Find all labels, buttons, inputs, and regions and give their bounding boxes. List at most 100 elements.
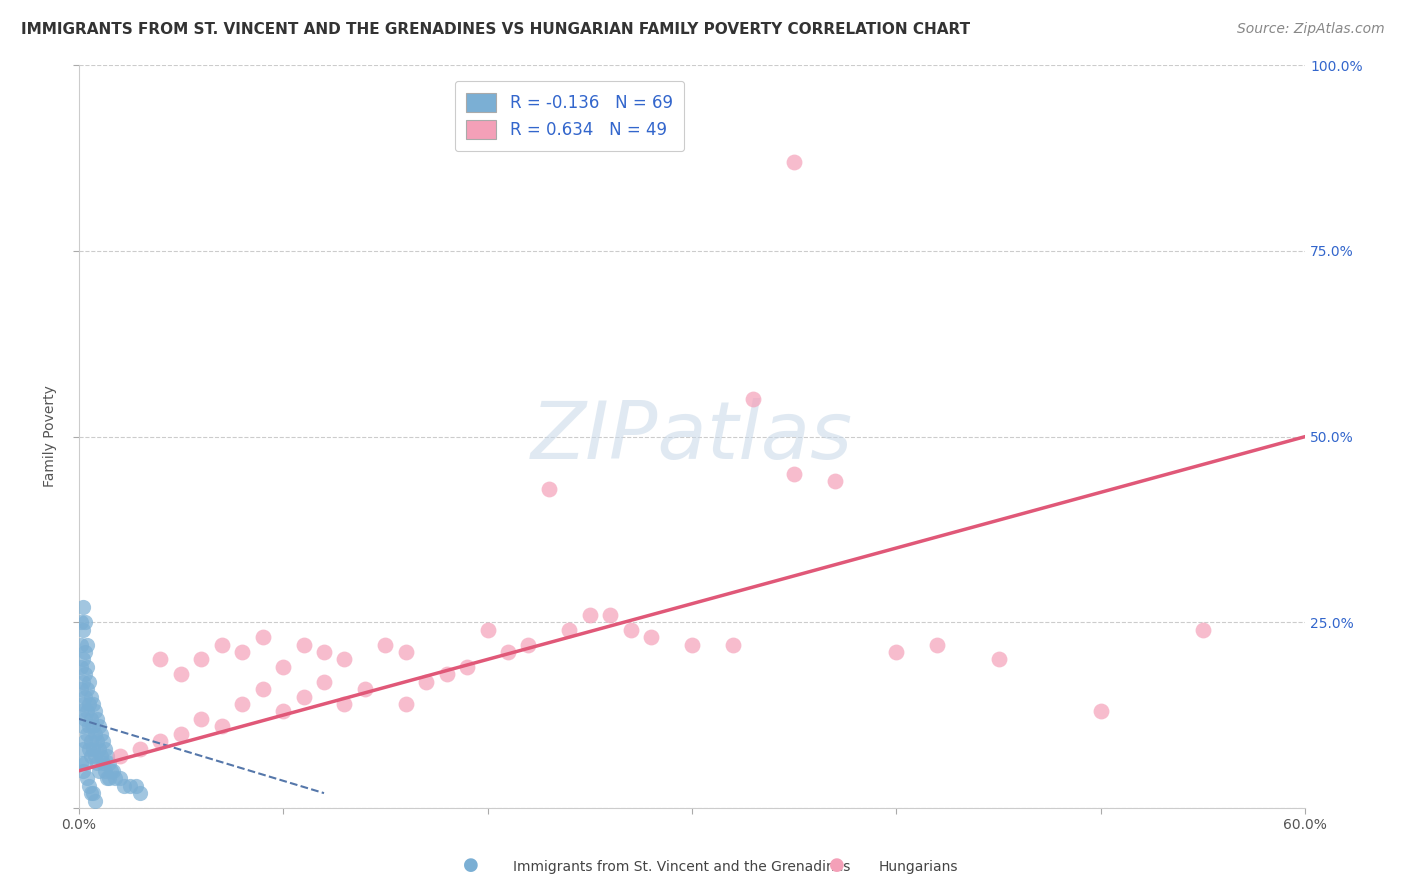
Point xyxy=(170,727,193,741)
Point xyxy=(96,771,118,785)
Point xyxy=(80,786,103,800)
Point xyxy=(72,652,94,666)
Point xyxy=(76,727,98,741)
Point xyxy=(252,630,274,644)
Point xyxy=(599,607,621,622)
Point xyxy=(76,660,98,674)
Point xyxy=(73,615,96,630)
Point xyxy=(90,727,112,741)
Point xyxy=(69,682,91,697)
Point xyxy=(170,667,193,681)
Point xyxy=(149,652,172,666)
Point xyxy=(80,749,103,764)
Point xyxy=(783,467,806,481)
Point xyxy=(94,764,117,778)
Point xyxy=(80,734,103,748)
Point xyxy=(73,734,96,748)
Point xyxy=(76,638,98,652)
Text: Source: ZipAtlas.com: Source: ZipAtlas.com xyxy=(1237,22,1385,37)
Point xyxy=(86,756,108,771)
Point xyxy=(312,674,335,689)
Point xyxy=(620,623,643,637)
Point xyxy=(125,779,148,793)
Point xyxy=(80,690,103,704)
Point xyxy=(333,697,356,711)
Point xyxy=(84,727,107,741)
Point xyxy=(72,719,94,733)
Point xyxy=(1192,623,1215,637)
Point xyxy=(517,638,540,652)
Text: ZIPatlas: ZIPatlas xyxy=(531,398,853,475)
Point xyxy=(94,741,117,756)
Point xyxy=(73,712,96,726)
Point xyxy=(987,652,1010,666)
Point xyxy=(354,682,377,697)
Point xyxy=(82,741,104,756)
Legend: R = -0.136   N = 69, R = 0.634   N = 49: R = -0.136 N = 69, R = 0.634 N = 49 xyxy=(454,81,685,151)
Point xyxy=(496,645,519,659)
Point xyxy=(87,719,110,733)
Point xyxy=(292,638,315,652)
Point xyxy=(558,623,581,637)
Point xyxy=(927,638,949,652)
Point xyxy=(129,741,152,756)
Point xyxy=(129,786,152,800)
Point xyxy=(456,660,478,674)
Point xyxy=(82,697,104,711)
Point xyxy=(86,712,108,726)
Point xyxy=(69,660,91,674)
Point xyxy=(1090,705,1112,719)
Point xyxy=(231,645,253,659)
Point xyxy=(72,623,94,637)
Point xyxy=(374,638,396,652)
Point xyxy=(886,645,908,659)
Point xyxy=(98,771,121,785)
Point xyxy=(76,705,98,719)
Point xyxy=(108,749,131,764)
Point xyxy=(271,705,294,719)
Point xyxy=(76,682,98,697)
Point xyxy=(72,674,94,689)
Point xyxy=(86,734,108,748)
Point xyxy=(333,652,356,666)
Point xyxy=(104,771,127,785)
Point xyxy=(77,779,100,793)
Point xyxy=(73,690,96,704)
Point xyxy=(742,392,765,407)
Text: Hungarians: Hungarians xyxy=(879,860,959,874)
Point xyxy=(73,756,96,771)
Point xyxy=(231,697,253,711)
Point xyxy=(252,682,274,697)
Point xyxy=(91,756,114,771)
Point xyxy=(69,638,91,652)
Point xyxy=(271,660,294,674)
Point xyxy=(211,719,233,733)
Point xyxy=(578,607,600,622)
Point xyxy=(84,793,107,807)
Point xyxy=(72,741,94,756)
Point xyxy=(395,645,418,659)
Point xyxy=(80,712,103,726)
Point xyxy=(477,623,499,637)
Point xyxy=(640,630,662,644)
Point xyxy=(190,652,212,666)
Point xyxy=(103,764,125,778)
Point xyxy=(211,638,233,652)
Point xyxy=(149,734,172,748)
Text: IMMIGRANTS FROM ST. VINCENT AND THE GRENADINES VS HUNGARIAN FAMILY POVERTY CORRE: IMMIGRANTS FROM ST. VINCENT AND THE GREN… xyxy=(21,22,970,37)
Point xyxy=(76,771,98,785)
Point xyxy=(73,645,96,659)
Point xyxy=(91,734,114,748)
Text: Immigrants from St. Vincent and the Grenadines: Immigrants from St. Vincent and the Gren… xyxy=(513,860,851,874)
Point xyxy=(292,690,315,704)
Point xyxy=(69,615,91,630)
Y-axis label: Family Poverty: Family Poverty xyxy=(44,385,58,488)
Point xyxy=(72,697,94,711)
Point xyxy=(395,697,418,711)
Point xyxy=(72,764,94,778)
Point xyxy=(112,779,135,793)
Point xyxy=(824,474,846,488)
Point xyxy=(98,756,121,771)
Point xyxy=(537,482,560,496)
Point xyxy=(415,674,437,689)
